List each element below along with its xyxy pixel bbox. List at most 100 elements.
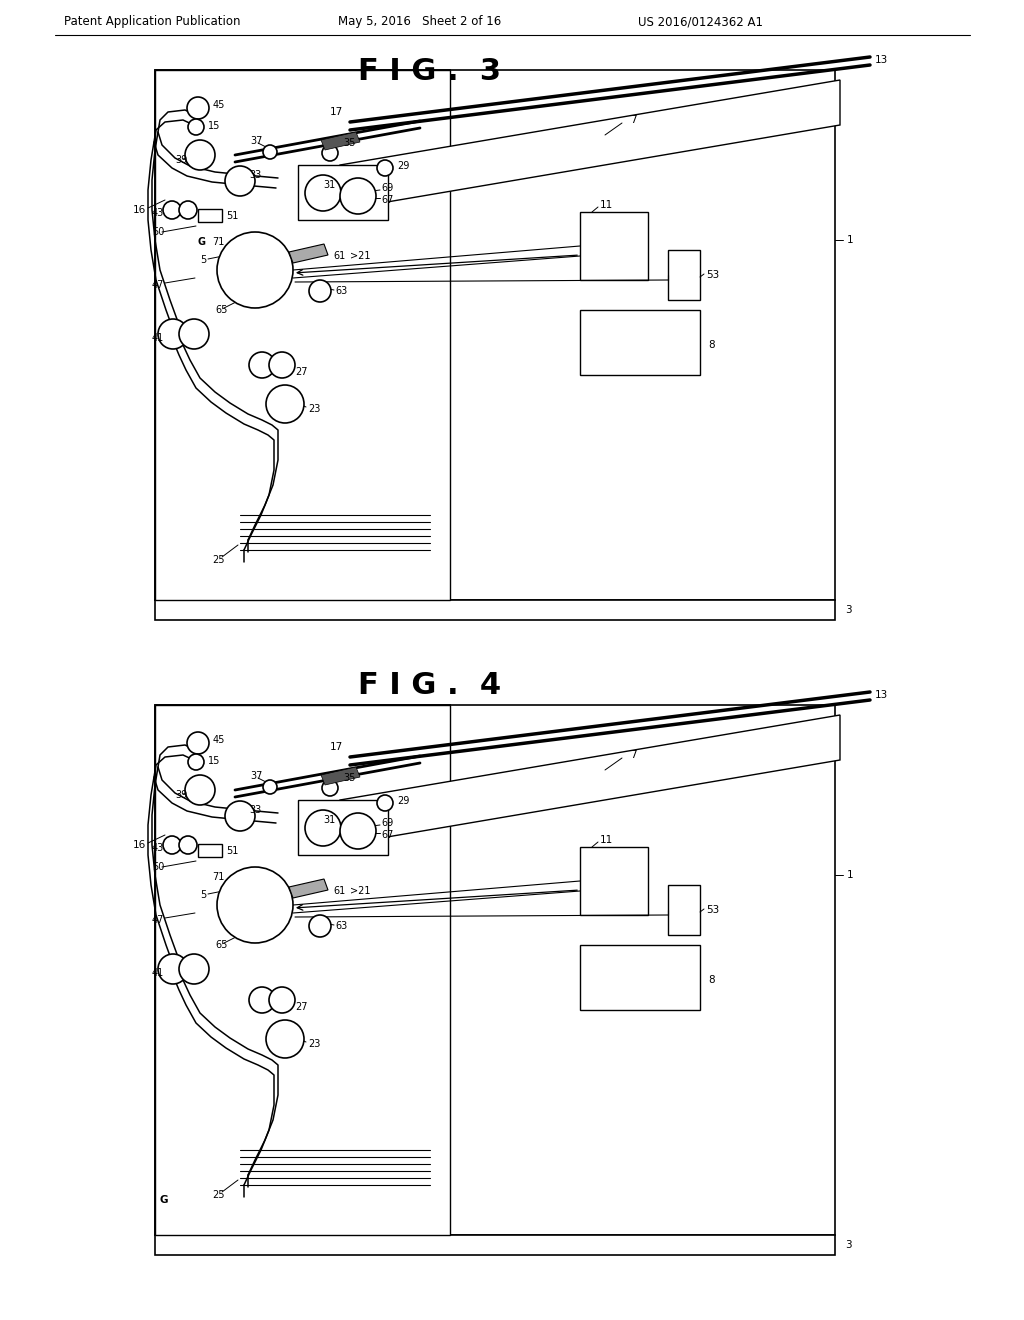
Text: 53: 53 bbox=[706, 271, 719, 280]
Circle shape bbox=[263, 145, 278, 158]
Polygon shape bbox=[289, 244, 328, 263]
Polygon shape bbox=[340, 81, 840, 210]
Text: >21: >21 bbox=[350, 251, 371, 261]
Text: 69: 69 bbox=[381, 183, 393, 193]
Text: 29: 29 bbox=[397, 161, 410, 172]
Text: 11: 11 bbox=[600, 201, 613, 210]
Circle shape bbox=[179, 201, 197, 219]
Polygon shape bbox=[340, 715, 840, 845]
Text: 67: 67 bbox=[381, 830, 393, 840]
Text: 1: 1 bbox=[847, 235, 854, 246]
Text: 41: 41 bbox=[152, 968, 164, 978]
Bar bbox=[668, 884, 700, 935]
Bar bbox=[155, 70, 835, 601]
Circle shape bbox=[266, 1020, 304, 1059]
Text: 43: 43 bbox=[152, 843, 164, 853]
Text: 5: 5 bbox=[200, 255, 206, 265]
Circle shape bbox=[158, 954, 188, 983]
Text: 65: 65 bbox=[215, 305, 227, 315]
Text: 23: 23 bbox=[308, 404, 321, 414]
Text: Patent Application Publication: Patent Application Publication bbox=[63, 16, 241, 29]
Circle shape bbox=[249, 987, 275, 1012]
Text: 31: 31 bbox=[323, 180, 335, 190]
Text: 25: 25 bbox=[212, 1191, 224, 1200]
Text: 8: 8 bbox=[708, 975, 715, 985]
Circle shape bbox=[263, 780, 278, 795]
Circle shape bbox=[377, 160, 393, 176]
Text: 17: 17 bbox=[330, 107, 343, 117]
Circle shape bbox=[322, 145, 338, 161]
Text: 39: 39 bbox=[175, 154, 187, 165]
Bar bbox=[155, 705, 835, 1236]
Bar bbox=[668, 249, 700, 300]
Bar bbox=[155, 705, 450, 1236]
Circle shape bbox=[340, 178, 376, 214]
Text: 13: 13 bbox=[874, 55, 888, 65]
Bar bbox=[155, 70, 450, 601]
Text: 65: 65 bbox=[215, 940, 227, 950]
Text: 71: 71 bbox=[212, 238, 224, 247]
Bar bbox=[580, 945, 700, 1010]
Text: 13: 13 bbox=[874, 690, 888, 700]
Bar bbox=[198, 209, 222, 222]
Circle shape bbox=[187, 96, 209, 119]
Text: 1: 1 bbox=[847, 870, 854, 880]
Text: 29: 29 bbox=[397, 796, 410, 807]
Text: 51: 51 bbox=[226, 846, 239, 855]
Circle shape bbox=[225, 166, 255, 195]
Circle shape bbox=[225, 801, 255, 832]
Text: 37: 37 bbox=[250, 771, 262, 781]
Circle shape bbox=[340, 813, 376, 849]
Text: 35: 35 bbox=[343, 139, 355, 148]
Bar bbox=[580, 847, 648, 915]
Circle shape bbox=[179, 319, 209, 348]
Text: 63: 63 bbox=[335, 286, 347, 296]
Text: 51: 51 bbox=[226, 211, 239, 220]
Text: F I G .  3: F I G . 3 bbox=[358, 58, 502, 87]
Bar bbox=[198, 843, 222, 857]
Text: 47: 47 bbox=[152, 915, 165, 925]
Polygon shape bbox=[321, 767, 360, 785]
Text: 31: 31 bbox=[323, 814, 335, 825]
Text: 17: 17 bbox=[330, 742, 343, 752]
Bar bbox=[580, 213, 648, 280]
Text: F I G .  4: F I G . 4 bbox=[358, 671, 502, 700]
Text: 33: 33 bbox=[249, 170, 261, 180]
Text: 5: 5 bbox=[200, 890, 206, 900]
Text: 50: 50 bbox=[152, 227, 165, 238]
Text: 37: 37 bbox=[250, 136, 262, 147]
Text: 61: 61 bbox=[333, 251, 345, 261]
Circle shape bbox=[322, 780, 338, 796]
Circle shape bbox=[179, 836, 197, 854]
Text: 25: 25 bbox=[212, 554, 224, 565]
Bar bbox=[298, 165, 388, 220]
Text: 45: 45 bbox=[213, 100, 225, 110]
Circle shape bbox=[179, 954, 209, 983]
Text: 3: 3 bbox=[845, 1239, 852, 1250]
Text: 3: 3 bbox=[845, 605, 852, 615]
Bar bbox=[155, 705, 450, 1236]
Text: 33: 33 bbox=[249, 805, 261, 814]
Circle shape bbox=[269, 352, 295, 378]
Circle shape bbox=[377, 795, 393, 810]
Text: 47: 47 bbox=[152, 280, 165, 290]
Circle shape bbox=[163, 201, 181, 219]
Text: US 2016/0124362 A1: US 2016/0124362 A1 bbox=[638, 16, 763, 29]
Text: 7: 7 bbox=[630, 750, 637, 760]
Polygon shape bbox=[289, 879, 328, 898]
Text: 67: 67 bbox=[381, 195, 393, 205]
Bar bbox=[155, 601, 835, 620]
Circle shape bbox=[217, 232, 293, 308]
Text: G: G bbox=[160, 1195, 169, 1205]
Circle shape bbox=[309, 280, 331, 302]
Text: 11: 11 bbox=[600, 836, 613, 845]
Text: 16: 16 bbox=[133, 205, 146, 215]
Text: 61: 61 bbox=[333, 886, 345, 896]
Bar bbox=[580, 310, 700, 375]
Text: 53: 53 bbox=[706, 906, 719, 915]
Circle shape bbox=[188, 119, 204, 135]
Text: 23: 23 bbox=[308, 1039, 321, 1049]
Text: 8: 8 bbox=[708, 341, 715, 350]
Text: 69: 69 bbox=[381, 818, 393, 828]
Circle shape bbox=[266, 385, 304, 422]
